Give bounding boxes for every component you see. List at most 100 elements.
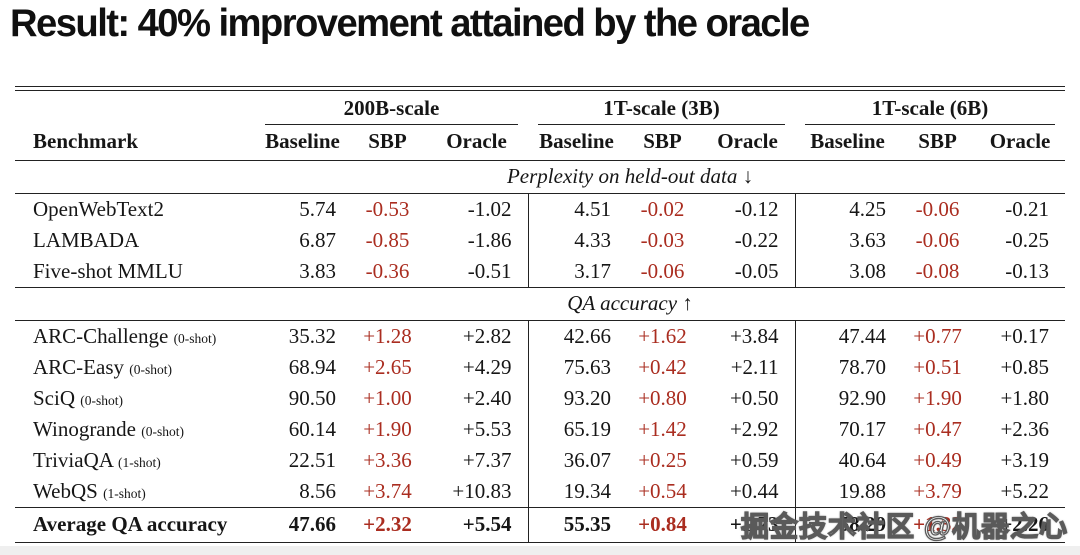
- oracle-value: +1.73: [729, 512, 779, 536]
- baseline-value: 5.74: [299, 197, 336, 221]
- sbp-value: +3.36: [363, 448, 412, 472]
- baseline-value: 58.29: [794, 507, 901, 542]
- oracle-value: +2.40: [462, 386, 512, 410]
- sbp-value: +2.32: [363, 512, 412, 536]
- section-header-row: QA accuracy ↑: [15, 287, 1066, 321]
- sbp-value: -0.06: [915, 228, 960, 252]
- results-table: 200B-scale 1T-scale (3B) 1T-scale (6B) B…: [15, 86, 1066, 547]
- subheader-baseline: Baseline: [265, 129, 340, 153]
- oracle-value: +5.53: [462, 417, 512, 441]
- oracle-value: -1.86: [467, 228, 512, 252]
- table-row: ARC-Challenge (0-shot) 35.32 +1.28 +2.82 42.…: [15, 320, 1065, 352]
- baseline-value: 22.51: [288, 448, 336, 472]
- oracle-value: +2.82: [462, 324, 512, 348]
- benchmark-name: ARC-Easy (0-shot): [33, 355, 172, 379]
- bottom-strip: [0, 546, 1080, 555]
- subheader-baseline: Baseline: [810, 129, 885, 153]
- table-row: WebQS (1-shot) 8.56 +3.74 +10.83 19.34 +0.54 +…: [15, 476, 1065, 508]
- baseline-value: 19.34: [527, 476, 626, 508]
- sbp-value: -0.03: [640, 228, 685, 252]
- oracle-value: -0.22: [734, 228, 779, 252]
- sbp-value: -0.53: [365, 197, 410, 221]
- sbp-value: +1.90: [363, 417, 412, 441]
- group-header-200b-scale: 200B-scale: [265, 98, 519, 125]
- benchmark-results-table: 200B-scale 1T-scale (3B) 1T-scale (6B) B…: [15, 91, 1066, 542]
- baseline-value: 60.14: [288, 417, 336, 441]
- shot-label: (0-shot): [129, 362, 172, 377]
- oracle-value: +0.85: [1000, 355, 1050, 379]
- baseline-value: 47.66: [288, 512, 336, 536]
- benchmark-name: WebQS (1-shot): [33, 479, 146, 503]
- table-row: Five-shot MMLU 3.83 -0.36 -0.51 3.17 -0.06 -0.…: [15, 256, 1065, 288]
- oracle-value: +10.83: [452, 479, 512, 503]
- section-header-row: Perplexity on held-out data ↓: [15, 160, 1066, 194]
- subheader-oracle: Oracle: [989, 129, 1051, 153]
- oracle-value: +5.54: [462, 512, 512, 536]
- baseline-value: 8.56: [299, 479, 336, 503]
- subheader-oracle: Oracle: [446, 129, 507, 153]
- table-row: OpenWebText2 5.74 -0.53 -1.02 4.51 -0.02 -0.12…: [15, 193, 1065, 225]
- baseline-value: 90.50: [288, 386, 336, 410]
- table-row: Winogrande (0-shot) 60.14 +1.90 +5.53 65.19 +…: [15, 414, 1065, 445]
- table-body: Perplexity on held-out data ↓ OpenWebText…: [15, 160, 1066, 542]
- baseline-value: 6.87: [299, 228, 336, 252]
- sbp-value: +0.42: [638, 355, 687, 379]
- baseline-value: 92.90: [794, 383, 901, 414]
- subheader-sbp: SBP: [368, 129, 407, 153]
- baseline-value: 93.20: [527, 383, 626, 414]
- table-row: SciQ (0-shot) 90.50 +1.00 +2.40 93.20 +0.80 +0…: [15, 383, 1065, 414]
- slide-title: Result: 40% improvement attained by the …: [10, 2, 810, 45]
- shot-label: (0-shot): [80, 393, 123, 408]
- benchmark-name: LAMBADA: [33, 228, 140, 252]
- sbp-value: +0.51: [913, 355, 962, 379]
- sbp-value: +1.32: [913, 512, 962, 536]
- baseline-value: 3.08: [794, 256, 901, 288]
- section-header-label: Perplexity on held-out data ↓: [506, 164, 754, 188]
- oracle-value: +0.17: [1000, 324, 1050, 348]
- top-double-rule: [15, 86, 1065, 91]
- benchmark-name: Average QA accuracy: [33, 512, 228, 536]
- subheader-baseline: Baseline: [539, 129, 614, 153]
- sbp-value: +2.65: [363, 355, 412, 379]
- benchmark-name: OpenWebText2: [33, 197, 164, 221]
- sbp-value: +0.80: [638, 386, 687, 410]
- sbp-value: +1.90: [913, 386, 962, 410]
- baseline-value: 75.63: [527, 352, 626, 383]
- benchmark-name: TriviaQA (1-shot): [33, 448, 161, 472]
- sbp-value: -0.06: [640, 259, 685, 283]
- group-header-spacer: [15, 91, 255, 125]
- subheader-sbp: SBP: [918, 129, 957, 153]
- oracle-value: -0.51: [467, 259, 512, 283]
- oracle-value: -1.02: [467, 197, 512, 221]
- baseline-value: 4.51: [527, 193, 626, 225]
- table-row: ARC-Easy (0-shot) 68.94 +2.65 +4.29 75.63 +0.…: [15, 352, 1065, 383]
- baseline-value: 42.66: [527, 320, 626, 352]
- oracle-value: +2.92: [729, 417, 779, 441]
- baseline-value: 3.63: [794, 225, 901, 256]
- baseline-value: 4.25: [794, 193, 901, 225]
- baseline-value: 78.70: [794, 352, 901, 383]
- sbp-value: +1.42: [638, 417, 687, 441]
- shot-label: (0-shot): [141, 424, 184, 439]
- group-header-1t-scale-6b: 1T-scale (6B): [805, 98, 1056, 125]
- table-row: TriviaQA (1-shot) 22.51 +3.36 +7.37 36.07 +0.…: [15, 445, 1065, 476]
- table-row: LAMBADA 6.87 -0.85 -1.86 4.33 -0.03 -0.22 3.63-…: [15, 225, 1065, 256]
- baseline-value: 68.94: [288, 355, 336, 379]
- sbp-value: -0.08: [915, 259, 960, 283]
- oracle-value: +0.50: [729, 386, 779, 410]
- sbp-value: -0.85: [365, 228, 410, 252]
- oracle-value: -0.12: [734, 197, 779, 221]
- oracle-value: +7.37: [462, 448, 512, 472]
- oracle-value: +0.44: [729, 479, 779, 503]
- sbp-value: +3.74: [363, 479, 412, 503]
- oracle-value: +3.84: [729, 324, 779, 348]
- baseline-value: 3.17: [527, 256, 626, 288]
- sbp-value: +0.77: [913, 324, 962, 348]
- baseline-value: 65.19: [527, 414, 626, 445]
- shot-label: (1-shot): [118, 455, 161, 470]
- subheader-oracle: Oracle: [717, 129, 778, 153]
- oracle-value: -0.13: [1005, 259, 1050, 283]
- sbp-value: +0.54: [638, 479, 687, 503]
- oracle-value: -0.21: [1005, 197, 1050, 221]
- baseline-value: 3.83: [299, 259, 336, 283]
